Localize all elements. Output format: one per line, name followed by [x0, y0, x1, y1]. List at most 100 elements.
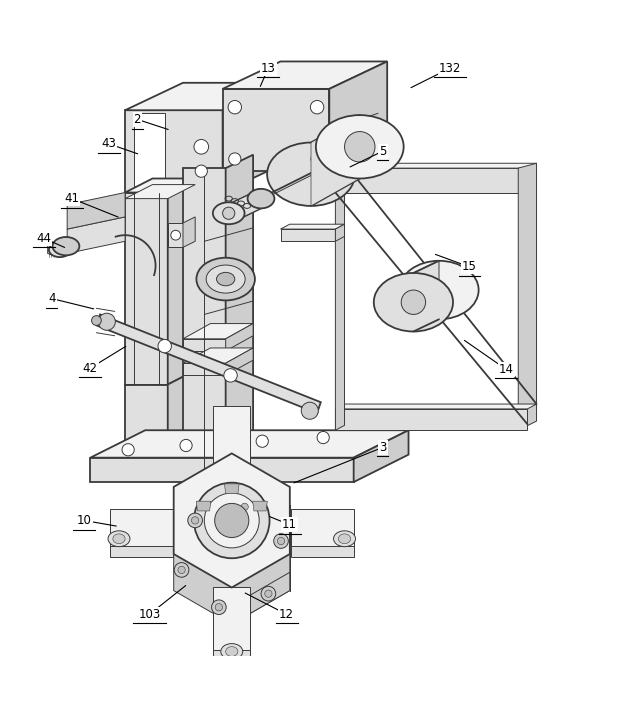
- Polygon shape: [90, 430, 409, 458]
- Polygon shape: [110, 510, 173, 546]
- Polygon shape: [174, 490, 290, 624]
- Text: 4: 4: [48, 292, 56, 305]
- Text: 13: 13: [261, 62, 276, 74]
- Polygon shape: [213, 597, 250, 661]
- Ellipse shape: [206, 265, 245, 293]
- Polygon shape: [223, 83, 281, 192]
- Circle shape: [310, 100, 324, 114]
- Polygon shape: [125, 83, 281, 110]
- Circle shape: [188, 513, 202, 528]
- Circle shape: [192, 517, 199, 524]
- Text: 43: 43: [101, 138, 116, 150]
- Polygon shape: [183, 363, 226, 376]
- Circle shape: [158, 340, 172, 353]
- Circle shape: [401, 290, 425, 314]
- Text: 42: 42: [83, 362, 98, 375]
- Polygon shape: [329, 119, 360, 156]
- Circle shape: [223, 207, 234, 219]
- Ellipse shape: [213, 202, 244, 224]
- Polygon shape: [329, 62, 387, 171]
- Polygon shape: [125, 385, 168, 449]
- Circle shape: [311, 153, 323, 165]
- Polygon shape: [225, 484, 239, 494]
- Circle shape: [238, 500, 252, 514]
- Polygon shape: [311, 115, 360, 206]
- Text: 14: 14: [499, 363, 514, 376]
- Ellipse shape: [226, 647, 238, 656]
- Polygon shape: [174, 453, 290, 588]
- Circle shape: [195, 165, 207, 178]
- Polygon shape: [168, 223, 183, 247]
- Text: 44: 44: [37, 232, 52, 245]
- Polygon shape: [223, 89, 329, 171]
- Text: 15: 15: [462, 260, 477, 273]
- Ellipse shape: [333, 531, 356, 547]
- Text: 5: 5: [379, 145, 387, 157]
- Ellipse shape: [52, 237, 80, 256]
- Circle shape: [265, 590, 272, 597]
- Polygon shape: [290, 520, 354, 557]
- Polygon shape: [335, 164, 345, 430]
- Polygon shape: [213, 406, 250, 469]
- Circle shape: [256, 435, 268, 447]
- Polygon shape: [213, 417, 250, 479]
- Polygon shape: [110, 520, 173, 557]
- Ellipse shape: [221, 644, 243, 659]
- Polygon shape: [183, 348, 253, 363]
- Circle shape: [241, 503, 248, 510]
- Circle shape: [194, 140, 208, 154]
- Ellipse shape: [49, 242, 71, 257]
- Text: 3: 3: [379, 441, 387, 453]
- Circle shape: [174, 562, 189, 577]
- Circle shape: [122, 444, 134, 456]
- Ellipse shape: [267, 143, 355, 206]
- Polygon shape: [168, 178, 195, 385]
- Polygon shape: [125, 110, 223, 192]
- Circle shape: [224, 369, 237, 382]
- Polygon shape: [281, 229, 335, 241]
- Polygon shape: [290, 510, 354, 546]
- Ellipse shape: [113, 534, 125, 543]
- Ellipse shape: [197, 258, 255, 300]
- Circle shape: [277, 537, 285, 545]
- Polygon shape: [253, 501, 267, 511]
- Circle shape: [178, 567, 185, 574]
- Polygon shape: [168, 371, 195, 449]
- Circle shape: [301, 402, 318, 419]
- Polygon shape: [335, 164, 537, 168]
- Polygon shape: [226, 348, 253, 376]
- Circle shape: [228, 100, 241, 114]
- Polygon shape: [67, 217, 125, 253]
- Polygon shape: [96, 314, 321, 413]
- Text: 2: 2: [134, 113, 141, 126]
- Polygon shape: [183, 324, 253, 339]
- Polygon shape: [335, 224, 345, 241]
- Polygon shape: [48, 242, 56, 256]
- Polygon shape: [125, 192, 168, 385]
- Circle shape: [229, 153, 241, 165]
- Circle shape: [317, 432, 329, 444]
- Polygon shape: [518, 164, 537, 430]
- Ellipse shape: [248, 189, 274, 208]
- Polygon shape: [125, 178, 195, 192]
- Polygon shape: [125, 185, 195, 199]
- Ellipse shape: [316, 115, 404, 178]
- Circle shape: [274, 534, 289, 548]
- Circle shape: [197, 270, 211, 285]
- Polygon shape: [223, 62, 387, 89]
- Polygon shape: [134, 113, 165, 187]
- Polygon shape: [335, 409, 527, 430]
- Circle shape: [215, 604, 223, 611]
- Text: 132: 132: [439, 62, 461, 74]
- Polygon shape: [183, 339, 226, 351]
- Polygon shape: [231, 189, 261, 223]
- Circle shape: [171, 230, 180, 240]
- Polygon shape: [213, 587, 250, 649]
- Polygon shape: [335, 168, 527, 192]
- Circle shape: [261, 586, 276, 601]
- Text: 10: 10: [77, 514, 91, 527]
- Circle shape: [220, 272, 232, 284]
- Circle shape: [91, 316, 101, 326]
- Circle shape: [345, 131, 375, 162]
- Ellipse shape: [374, 273, 453, 331]
